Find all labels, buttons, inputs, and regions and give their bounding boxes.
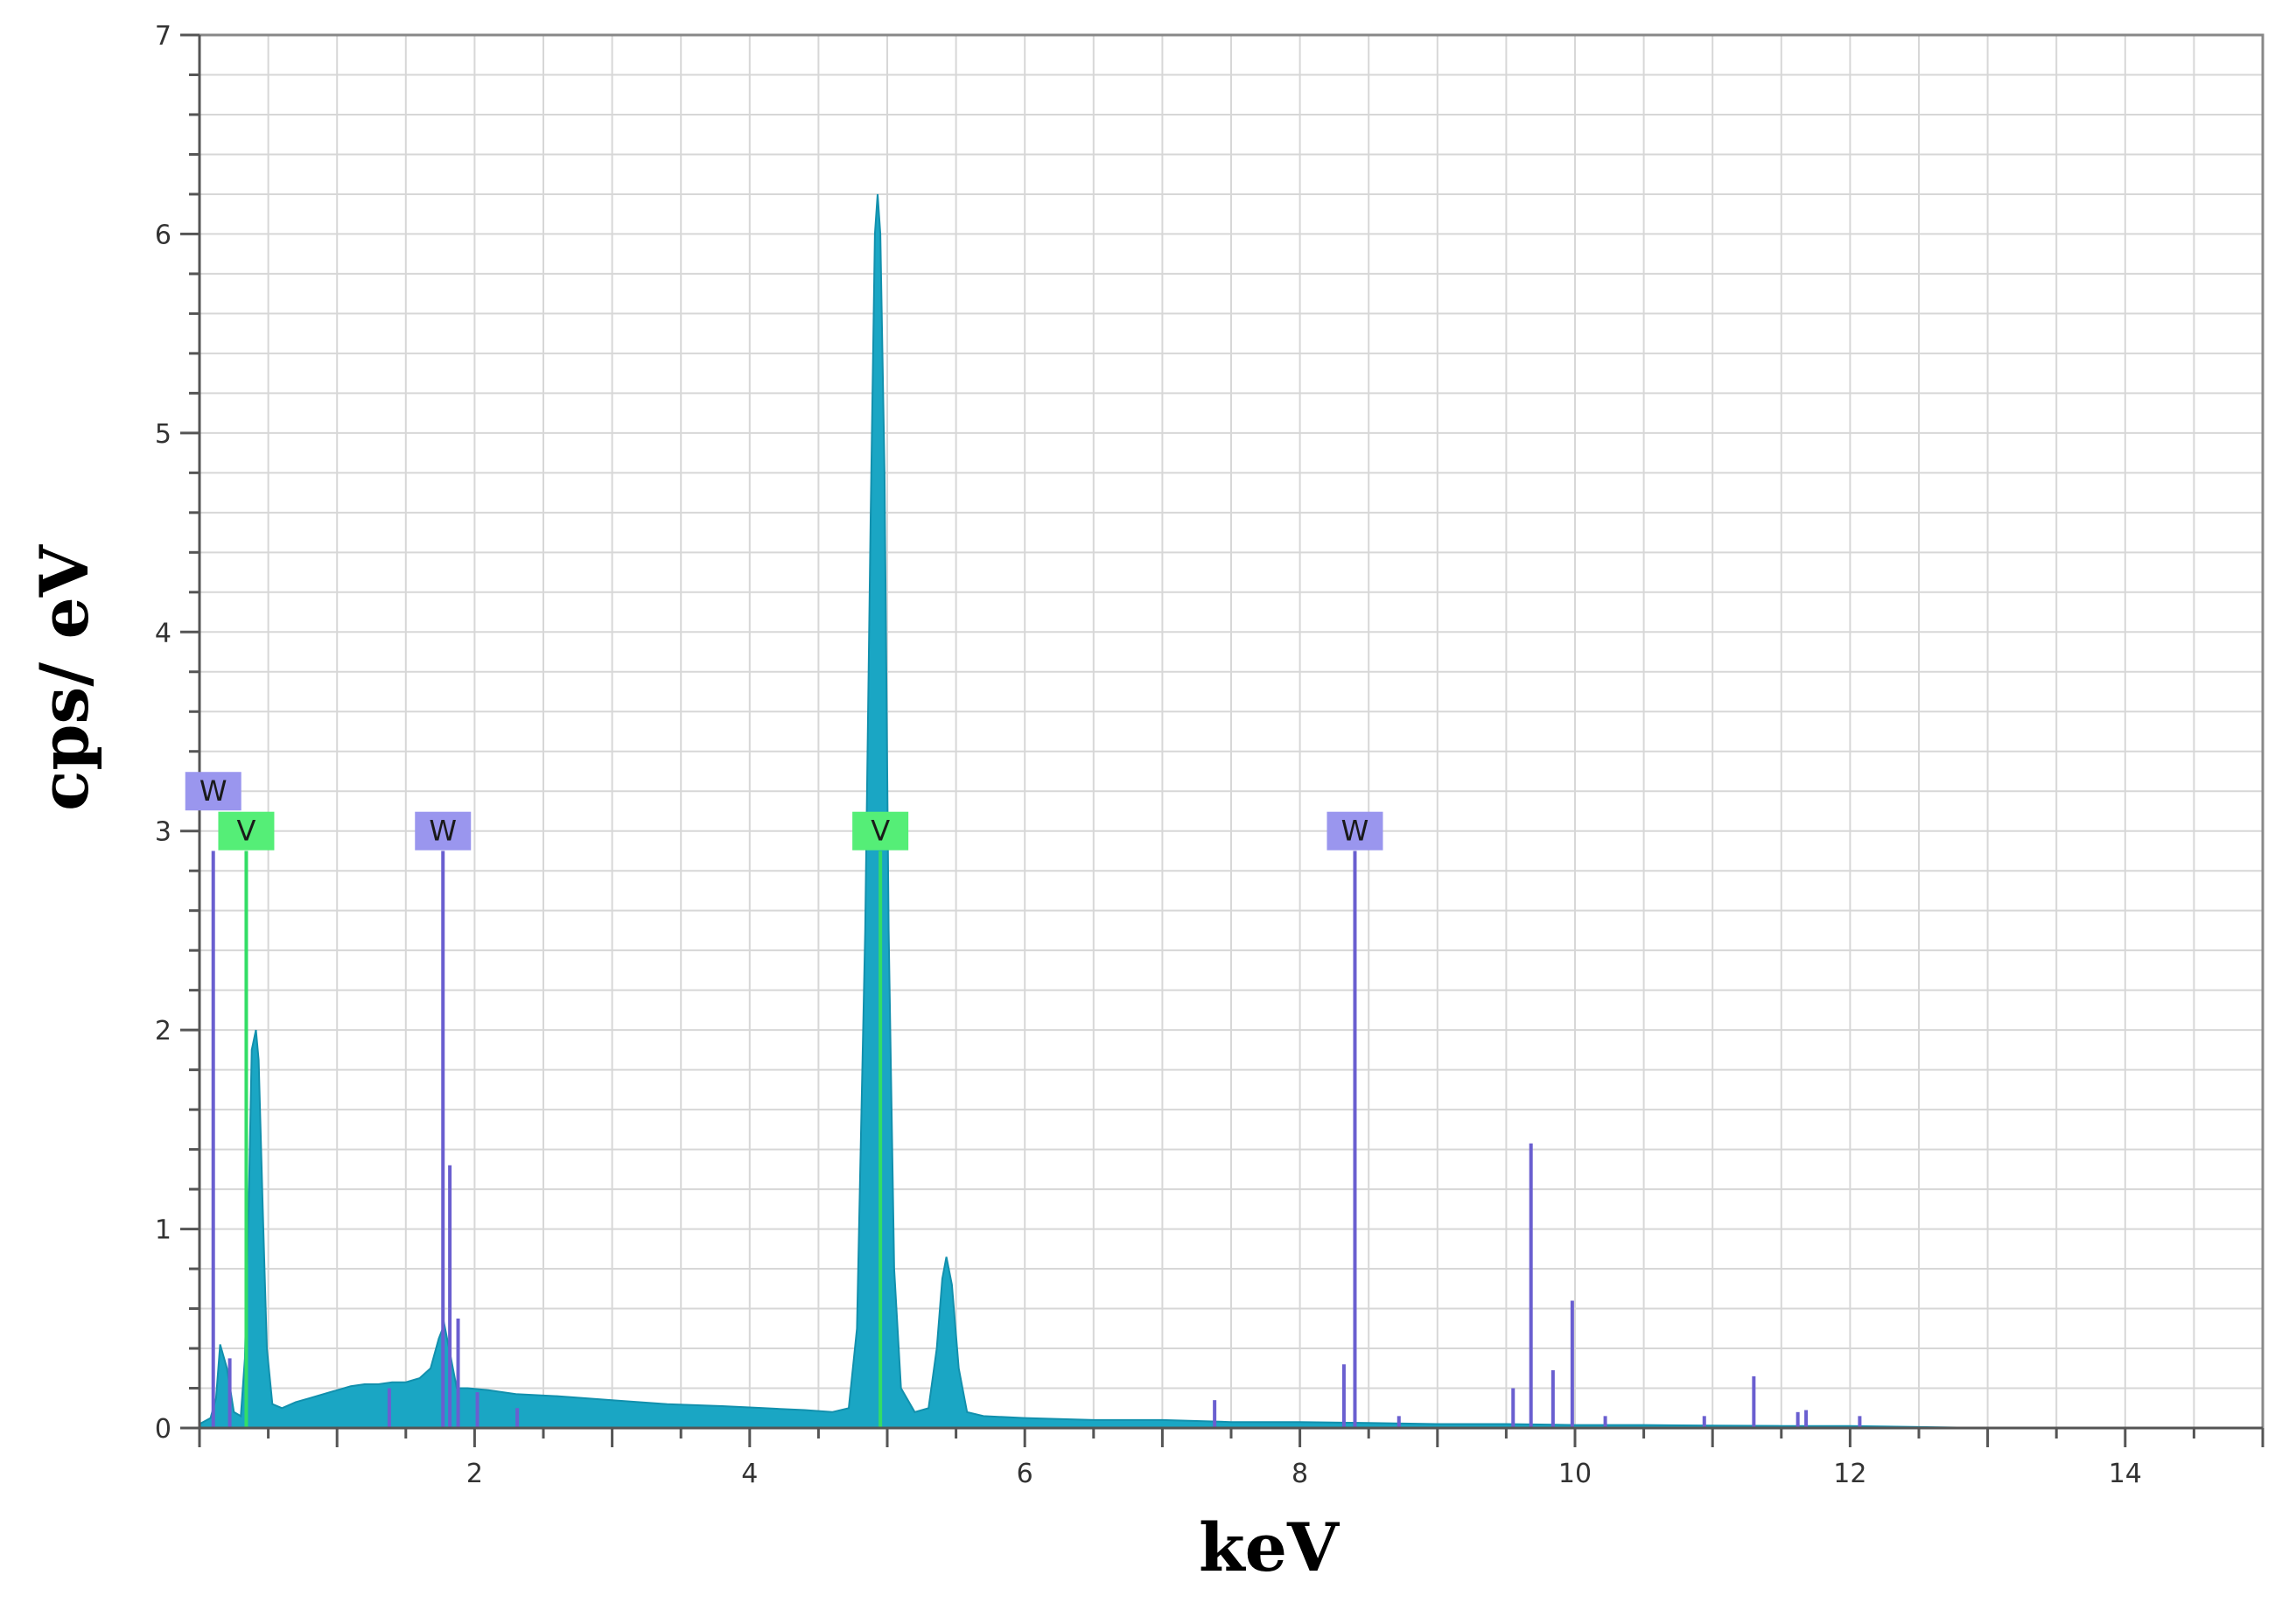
x-axis-title: keV (1199, 1508, 1340, 1586)
y-axis-title: cps/ eV (25, 543, 103, 811)
y-tick-label: 3 (155, 817, 172, 848)
marker-labels: WV W V W (185, 772, 1383, 850)
y-tick-label: 5 (155, 419, 172, 450)
y-tick-label: 7 (155, 21, 172, 52)
x-tick-label: 4 (741, 1459, 758, 1489)
y-tick-label: 1 (155, 1215, 172, 1246)
element-marker-label-bg (1326, 811, 1383, 850)
element-marker-label: W (429, 815, 457, 848)
element-marker-label: W (1341, 815, 1369, 848)
x-tick-label: 2 (466, 1459, 483, 1489)
element-markers (211, 850, 1862, 1428)
x-tick-label: 10 (1558, 1459, 1592, 1489)
grid (200, 35, 2263, 1428)
element-marker-label-bg (415, 811, 472, 850)
element-marker-label: V (237, 815, 256, 848)
y-tick-label: 6 (155, 220, 172, 250)
element-marker-label-bg (852, 811, 909, 850)
element-marker-label: V (871, 815, 890, 848)
y-tick-label: 0 (155, 1414, 172, 1445)
y-tick-label: 2 (155, 1016, 172, 1046)
element-marker-label-bg (218, 811, 275, 850)
x-tick-label: 12 (1833, 1459, 1866, 1489)
spectrum-area (199, 193, 1988, 1429)
spectrum-fill (199, 193, 1988, 1429)
x-tick-label: 6 (1017, 1459, 1033, 1489)
x-tick-label: 14 (2109, 1459, 2142, 1489)
x-tick-label: 8 (1292, 1459, 1308, 1489)
element-marker-label-bg (185, 772, 242, 811)
y-tick-label: 4 (155, 618, 172, 648)
element-marker-label: W (200, 774, 228, 808)
